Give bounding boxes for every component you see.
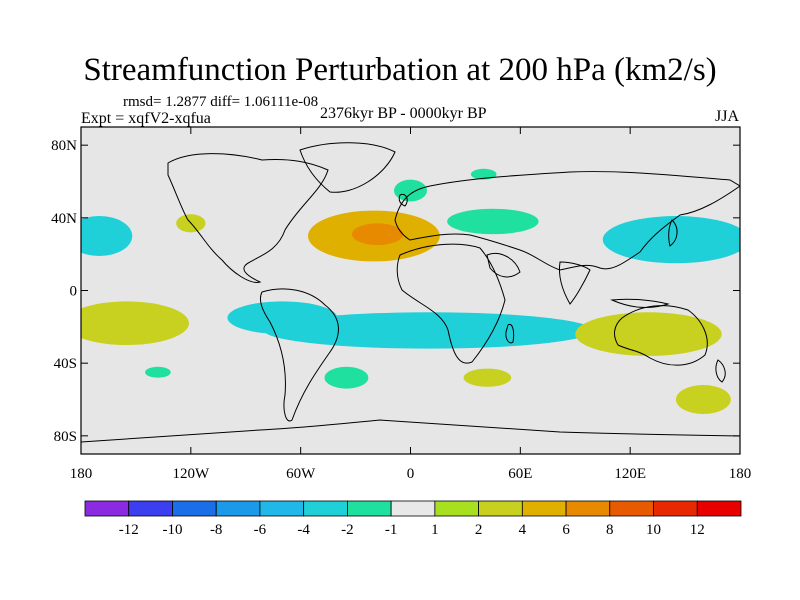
contour-region-10 xyxy=(324,366,369,389)
y-tick-label: 40N xyxy=(51,211,77,227)
x-tick-label: 60E xyxy=(508,466,532,482)
colorbar-swatch xyxy=(478,500,523,517)
x-tick-label: 0 xyxy=(407,466,415,482)
colorbar-swatch xyxy=(303,500,348,517)
colorbar-swatch xyxy=(259,500,305,517)
contour-region-3 xyxy=(81,216,133,256)
colorbar-label: -10 xyxy=(162,522,182,538)
coast-south-america xyxy=(259,288,339,422)
axis-ticks: 180 120W 60W 0 60E 120E 180 80N 40N 0 40S 80S xyxy=(51,127,751,482)
colorbar-swatch xyxy=(390,500,436,517)
coast-greenland xyxy=(299,142,396,193)
contour-region-7 xyxy=(575,312,722,356)
colorbar: -12 -10 -8 -6 -4 -2 -1 1 2 4 6 8 10 12 xyxy=(84,500,742,538)
colorbar-swatch xyxy=(215,500,261,517)
colorbar-swatch xyxy=(653,500,698,517)
colorbar-label: -8 xyxy=(210,522,223,538)
coast-australia xyxy=(614,305,708,366)
colorbar-swatch xyxy=(434,500,480,517)
coast-madagascar xyxy=(505,323,515,344)
x-tick-label: 180 xyxy=(729,466,752,482)
x-tick-label: 120W xyxy=(172,466,210,482)
colorbar-label: -4 xyxy=(297,522,310,538)
contour-region-2 xyxy=(602,216,740,264)
contour-region-13 xyxy=(394,179,427,202)
chart-title: Streamfunction Perturbation at 200 hPa (… xyxy=(83,52,717,88)
contour-region-4 xyxy=(264,312,594,349)
x-tick-label: 180 xyxy=(70,466,93,482)
contour-region-11 xyxy=(145,366,171,378)
y-tick-label: 40S xyxy=(54,356,77,372)
coast-new-zealand xyxy=(715,359,726,383)
colorbar-swatch xyxy=(346,500,392,517)
colorbar-swatch xyxy=(696,500,742,517)
contour-region-9 xyxy=(463,368,512,387)
colorbar-label: -2 xyxy=(341,522,354,538)
map-background xyxy=(81,127,740,454)
colorbar-label: -12 xyxy=(119,522,139,538)
colorbar-label: 2 xyxy=(475,522,483,538)
colorbar-label: 10 xyxy=(646,522,661,538)
coastlines xyxy=(81,142,740,443)
colorbar-label: 12 xyxy=(690,522,705,538)
coast-antarctica xyxy=(81,419,740,443)
colorbar-label: -1 xyxy=(385,522,398,538)
season-label: JJA xyxy=(715,108,740,125)
experiment-label: Expt = xqfV2-xqfua xyxy=(81,110,211,127)
colorbar-label: 8 xyxy=(606,522,614,538)
contour-region-6 xyxy=(81,301,189,345)
y-tick-label: 80S xyxy=(54,429,77,445)
y-tick-label: 80N xyxy=(51,138,77,154)
x-tick-label: 120E xyxy=(614,466,646,482)
coast-india xyxy=(559,261,591,305)
colorbar-label: 1 xyxy=(431,522,439,538)
coast-arabia xyxy=(486,253,521,278)
contour-region-8 xyxy=(675,384,731,415)
colorbar-label: 6 xyxy=(562,522,570,538)
stats-label: rmsd= 1.2877 diff= 1.06111e-08 xyxy=(123,94,319,110)
contour-region-14 xyxy=(447,208,539,235)
colorbar-swatch xyxy=(565,500,611,517)
colorbar-swatch xyxy=(128,500,173,517)
coast-africa xyxy=(396,243,506,364)
period-label: 2376kyr BP - 0000kyr BP xyxy=(320,105,487,122)
contour-region-5 xyxy=(227,301,338,335)
contour-regions xyxy=(81,168,740,415)
x-tick-label: 60W xyxy=(286,466,316,482)
coast-north-america xyxy=(167,153,329,283)
colorbar-swatch xyxy=(521,500,567,517)
colorbar-label: 4 xyxy=(519,522,527,538)
contour-region-1 xyxy=(351,223,404,246)
colorbar-swatch xyxy=(172,500,217,517)
coast-eurasia xyxy=(394,171,740,271)
coast-japan xyxy=(668,219,678,247)
coast-maritime-se-asia xyxy=(610,298,670,308)
coast-british-isles xyxy=(398,193,408,207)
colorbar-swatch xyxy=(84,500,130,517)
y-tick-label: 0 xyxy=(70,284,78,300)
colorbar-swatch xyxy=(609,500,654,517)
colorbar-label: -6 xyxy=(254,522,267,538)
contour-region-15 xyxy=(470,168,497,180)
